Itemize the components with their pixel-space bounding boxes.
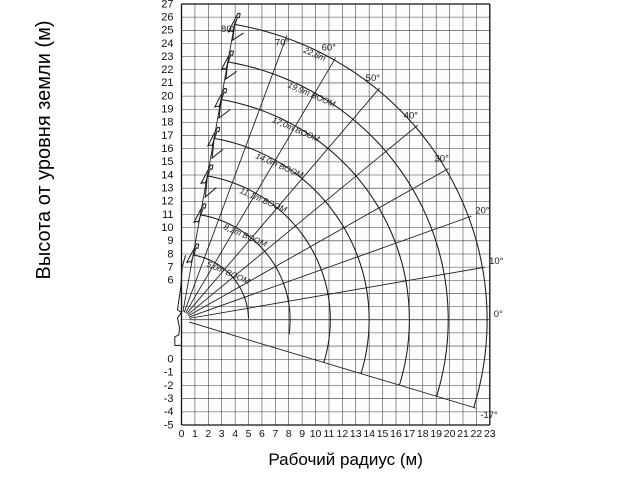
svg-text:11: 11 (323, 428, 334, 440)
svg-text:17: 17 (161, 130, 173, 142)
svg-text:22: 22 (161, 64, 173, 76)
svg-text:0: 0 (167, 354, 173, 366)
svg-text:30°: 30° (435, 153, 450, 164)
svg-text:14: 14 (161, 169, 173, 181)
svg-text:9: 9 (167, 235, 173, 247)
svg-text:0°: 0° (494, 309, 503, 320)
svg-text:Высота от уровня земли (м): Высота от уровня земли (м) (33, 20, 55, 279)
svg-text:22: 22 (471, 428, 483, 440)
svg-text:Рабочий радиус (м): Рабочий радиус (м) (268, 450, 423, 469)
svg-text:4: 4 (232, 428, 238, 440)
svg-text:10: 10 (161, 222, 173, 234)
svg-text:15: 15 (161, 156, 173, 168)
svg-text:10°: 10° (489, 256, 504, 267)
svg-text:20: 20 (161, 90, 173, 102)
svg-text:40°: 40° (404, 110, 419, 121)
svg-text:13: 13 (161, 182, 173, 194)
svg-text:21: 21 (457, 428, 469, 440)
svg-text:19: 19 (430, 428, 442, 440)
svg-text:20°: 20° (475, 205, 490, 216)
svg-text:-3: -3 (164, 393, 174, 405)
svg-text:60°: 60° (322, 43, 337, 54)
svg-text:6: 6 (167, 275, 173, 287)
svg-text:26: 26 (161, 11, 173, 23)
svg-text:-1: -1 (164, 367, 174, 379)
svg-text:9: 9 (299, 428, 305, 440)
svg-text:11: 11 (162, 209, 173, 221)
svg-text:5: 5 (246, 428, 252, 440)
svg-text:14: 14 (363, 428, 375, 440)
svg-text:21: 21 (161, 77, 173, 89)
svg-text:-17°: -17° (480, 410, 498, 421)
svg-text:7: 7 (272, 428, 278, 440)
svg-text:13: 13 (350, 428, 362, 440)
svg-text:12: 12 (337, 428, 349, 440)
svg-text:17: 17 (404, 428, 416, 440)
svg-text:18: 18 (161, 117, 173, 129)
svg-text:-4: -4 (164, 406, 174, 418)
svg-text:12: 12 (161, 196, 173, 208)
svg-text:20: 20 (444, 428, 456, 440)
svg-text:18: 18 (417, 428, 429, 440)
svg-text:-5: -5 (164, 419, 174, 431)
svg-text:19: 19 (161, 104, 173, 116)
svg-text:70°: 70° (275, 37, 290, 48)
svg-text:10: 10 (310, 428, 322, 440)
svg-text:8: 8 (286, 428, 292, 440)
svg-text:50°: 50° (366, 73, 381, 84)
svg-text:27: 27 (161, 0, 173, 10)
svg-text:3: 3 (219, 428, 225, 440)
svg-text:8: 8 (167, 248, 173, 260)
svg-text:25: 25 (161, 25, 173, 37)
svg-text:23: 23 (484, 428, 496, 440)
svg-text:24: 24 (161, 38, 173, 50)
svg-text:6: 6 (259, 428, 265, 440)
svg-text:15: 15 (377, 428, 389, 440)
svg-text:16: 16 (161, 143, 173, 155)
svg-text:23: 23 (161, 51, 173, 63)
svg-text:-2: -2 (164, 380, 174, 392)
svg-text:7: 7 (167, 261, 173, 273)
svg-text:1: 1 (192, 428, 198, 440)
svg-text:2: 2 (205, 428, 211, 440)
svg-text:16: 16 (390, 428, 402, 440)
svg-text:0: 0 (179, 428, 185, 440)
